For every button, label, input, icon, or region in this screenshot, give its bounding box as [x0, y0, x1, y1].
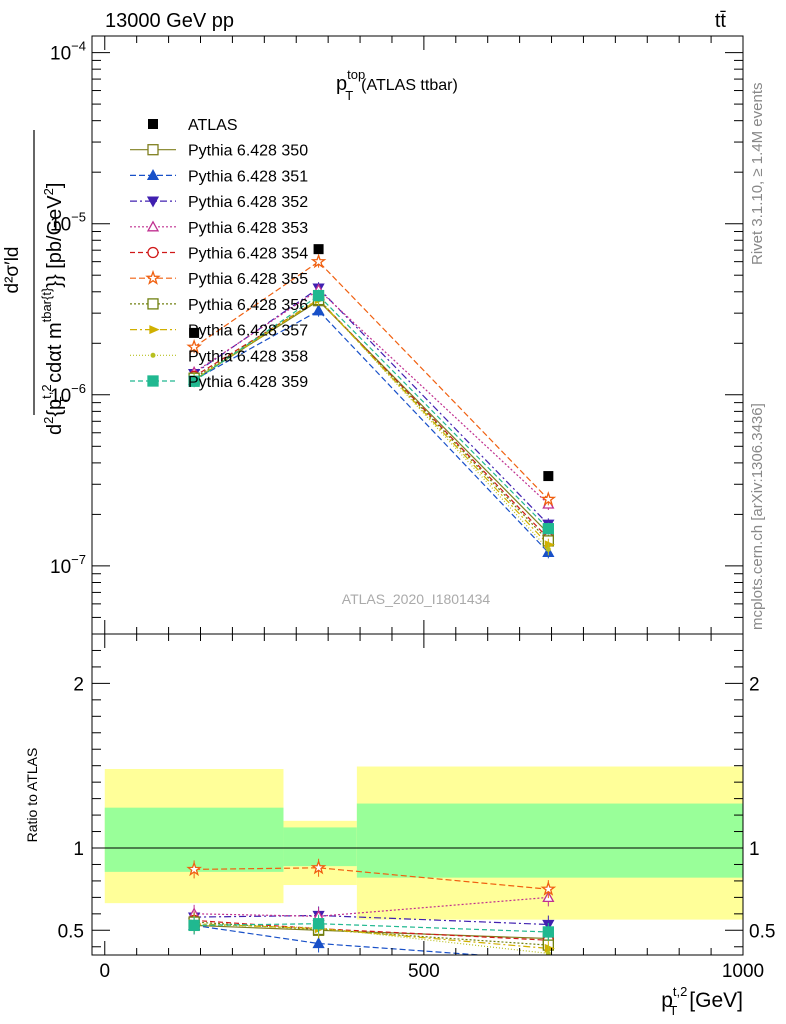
main-series-marker-5 [540, 491, 557, 507]
legend-marker-4 [147, 246, 159, 259]
main-series-marker-5 [310, 253, 327, 269]
ratio-series-marker-9 [188, 919, 200, 932]
ratio-y-tick-label: 2 [73, 674, 84, 695]
atlas-data-points [189, 244, 554, 482]
legend-label-4: Pythia 6.428 354 [188, 246, 308, 263]
legend-marker-6 [147, 298, 159, 310]
atlas-data-point [189, 327, 200, 338]
x-axis-label: pt,2 T [GeV] [661, 984, 743, 1018]
legend-marker-1 [146, 169, 160, 181]
svg-text:d2{pt,2T cdαt mtbar{t}}} [pb/G: d2{pt,2T cdαt mtbar{t}}} [pb/GeV2] [39, 183, 72, 435]
ratio-series-markers [186, 858, 557, 955]
legend-marker-2 [146, 196, 160, 208]
main-axis-ticks: 10−7 10−6 10−5 10−4 [50, 36, 744, 635]
mcplots-label: mcplots.cern.ch [arXiv:1306.3436] [749, 403, 766, 630]
main-series-line-9 [193, 294, 549, 530]
ratio-uncertainty-bands [104, 766, 743, 920]
analysis-watermark: ATLAS_2020_I1801434 [342, 591, 491, 607]
legend-label-6: Pythia 6.428 356 [188, 297, 308, 314]
legend-label-7: Pythia 6.428 357 [188, 323, 308, 340]
ratio-series-marker-1 [547, 953, 550, 955]
main-panel: 10−7 10−6 10−5 10−4 ptop T(ATLAS ttbar) ATLA… [2, 35, 744, 635]
ratio-x-tick-label: 1000 [722, 961, 764, 982]
energy-label: 13000 GeV pp [105, 10, 234, 32]
ratio-series-line-1 [194, 924, 489, 955]
main-series-marker-7 [544, 540, 555, 550]
rivet-label: Rivet 3.1.10, ≥ 1.4M events [749, 83, 766, 266]
ratio-x-tick-label: 0 [99, 961, 110, 982]
atlas-data-point [543, 471, 554, 482]
main-y-tick-label: 10−4 [50, 39, 86, 65]
main-y-tick-label: 10−7 [50, 552, 86, 578]
ratio-frame [91, 633, 744, 956]
legend-label-2: Pythia 6.428 352 [188, 194, 308, 211]
ratio-band-green-2 [356, 803, 743, 878]
atlas-data-point [313, 244, 324, 255]
legend-marker-8 [150, 352, 156, 358]
ratio-series-marker-9 [542, 926, 554, 938]
ratio-series-marker-8 [545, 950, 551, 955]
main-y-axis-label: d²σ′ld d2{pt,2T cdαt mtbar{t}}} [pb/GeV2… [2, 130, 72, 435]
legend-marker-9 [147, 375, 159, 387]
main-y-tick-label: 10−5 [50, 210, 86, 236]
main-series-marker-9 [542, 523, 554, 535]
process-label: tt̄ [715, 10, 727, 32]
main-series-markers [186, 253, 557, 559]
legend-label-0: Pythia 6.428 350 [188, 143, 308, 160]
ratio-x-tick-label: 500 [408, 961, 440, 982]
legend-marker-0 [147, 144, 159, 156]
ratio-series-line-5 [194, 867, 549, 890]
legend: ATLAS Pythia 6.428 350 Pythia 6.428 351 Pyt… [130, 117, 308, 391]
legend-marker-3 [146, 220, 160, 232]
main-series-marker-8 [545, 546, 551, 552]
main-series-marker-9 [188, 375, 200, 387]
legend-label-9: Pythia 6.428 359 [188, 374, 308, 391]
legend-label-3: Pythia 6.428 353 [188, 220, 308, 237]
main-y-tick-label: 10−6 [50, 381, 86, 407]
ratio-series-marker-5 [540, 880, 557, 896]
ratio-series-line-8 [194, 923, 549, 954]
ratio-y-axis-label: Ratio to ATLAS [24, 748, 40, 843]
main-series-line-1 [193, 309, 549, 553]
ratio-series-marker-9 [312, 918, 325, 930]
ratio-series-marker-1 [312, 937, 325, 949]
main-series-marker-9 [312, 289, 325, 302]
legend-marker-5 [145, 269, 161, 285]
legend-marker-7 [149, 325, 160, 335]
main-series-line-8 [193, 297, 549, 550]
main-series-line-5 [193, 260, 549, 500]
ratio-y-tick-label: 0.5 [58, 921, 84, 942]
legend-atlas-marker [148, 119, 158, 129]
ratio-y-tick-label-right: 2 [749, 674, 760, 695]
ratio-y-tick-label-right: 0.5 [749, 921, 775, 942]
plot-title: ptop T(ATLAS ttbar) [336, 67, 458, 103]
ratio-y-tick-label-right: 1 [749, 839, 760, 860]
ratio-series-line-4 [194, 919, 549, 941]
legend-label-1: Pythia 6.428 351 [188, 168, 308, 185]
ratio-series-marker-5 [310, 859, 327, 875]
main-series-line-6 [193, 298, 549, 542]
main-series-marker-5 [186, 338, 202, 354]
legend-label-8: Pythia 6.428 358 [188, 348, 308, 365]
legend-atlas-label: ATLAS [188, 117, 238, 134]
svg-text:d²σ′ld: d²σ′ld [2, 247, 23, 294]
legend-label-5: Pythia 6.428 355 [188, 271, 308, 288]
ratio-band-green-1 [283, 827, 357, 867]
ratio-y-tick-label: 1 [73, 839, 84, 860]
ratio-series-marker-7 [544, 943, 555, 953]
ratio-series-marker-5 [186, 861, 202, 877]
ratio-panel: 0.5 0.5 1 1 2 2 0 500 1000 Ratio to ATLAS pt,2 T[… [24, 633, 775, 1018]
ratio-series-line-0 [194, 924, 549, 940]
main-series-marker-1 [312, 304, 325, 316]
ratio-axis-ticks: 0.5 0.5 1 1 2 2 0 500 1000 [58, 634, 775, 982]
